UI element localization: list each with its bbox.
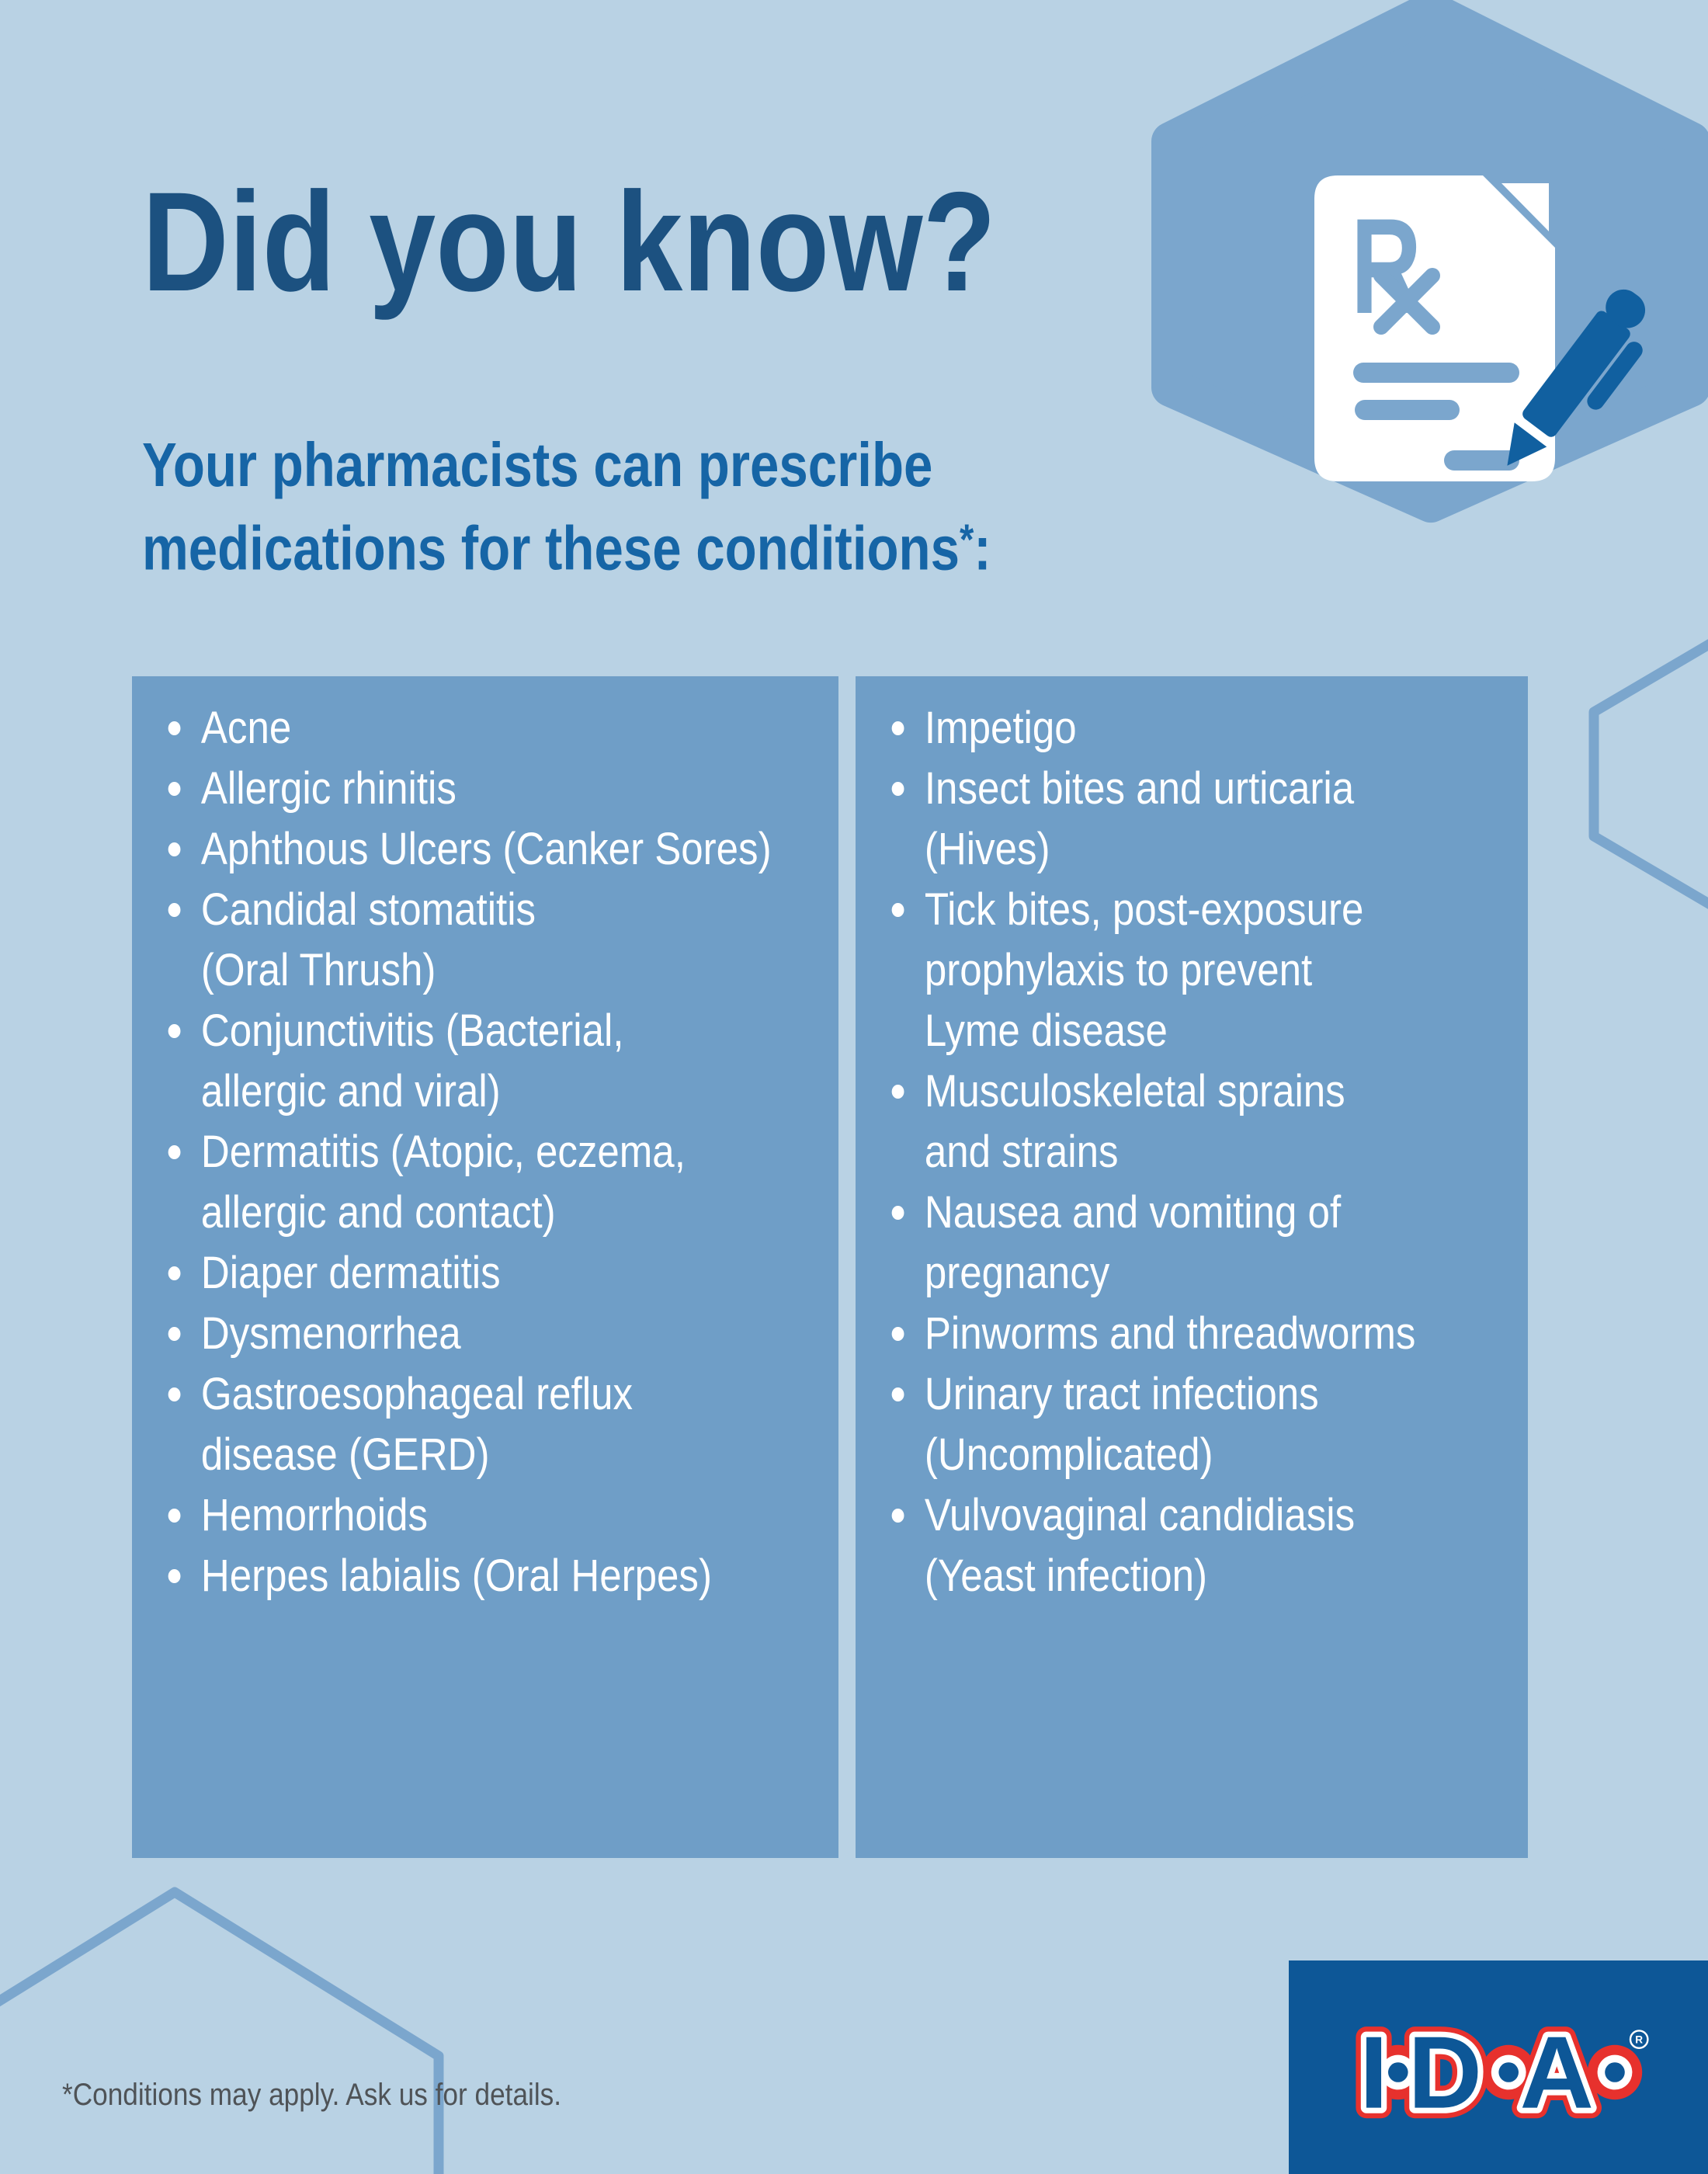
condition-list-item: Candidal stomatitis (Oral Thrush) — [132, 880, 838, 1001]
bullet-icon — [891, 1085, 904, 1099]
condition-list-item: Impetigo — [856, 698, 1528, 759]
bullet-icon — [168, 1387, 181, 1401]
condition-text: Dermatitis (Atopic, eczema, allergic and… — [200, 1127, 686, 1238]
condition-text: Insect bites and urticaria (Hives) — [924, 763, 1355, 874]
document-text-lines — [1353, 363, 1519, 471]
pen-icon — [1507, 289, 1646, 466]
condition-list-item: Allergic rhinitis — [132, 759, 838, 819]
page-title: Did you know? — [142, 162, 997, 321]
svg-text:D: D — [1408, 2016, 1482, 2130]
svg-text:R: R — [1635, 2033, 1643, 2045]
subtitle-line1: Your pharmacists can prescribe — [142, 430, 933, 499]
folded-corner-icon — [1501, 183, 1549, 231]
condition-text: Vulvovaginal candidiasis (Yeast infectio… — [924, 1490, 1356, 1601]
condition-text: Diaper dermatitis — [200, 1248, 501, 1298]
subtitle-asterisk: * — [959, 515, 974, 564]
bullet-icon — [168, 1266, 181, 1280]
bullet-icon — [891, 721, 904, 735]
hexagon-outline-bottom-left-decoration — [0, 1887, 444, 2174]
bullet-icon — [168, 1509, 181, 1523]
condition-list-item: Musculoskeletal sprains and strains — [856, 1061, 1528, 1183]
condition-list-item: Aphthous Ulcers (Canker Sores) — [132, 819, 838, 880]
condition-text: Herpes labialis (Oral Herpes) — [200, 1551, 712, 1601]
condition-text: Aphthous Ulcers (Canker Sores) — [200, 824, 772, 874]
svg-text:A: A — [1520, 2016, 1594, 2130]
condition-text: Pinworms and threadworms — [924, 1308, 1416, 1359]
bullet-icon — [168, 1569, 181, 1583]
bullet-icon — [168, 721, 181, 735]
condition-list-item: Dermatitis (Atopic, eczema, allergic and… — [132, 1122, 838, 1243]
registered-trademark-icon: R — [1629, 2030, 1649, 2049]
bullet-icon — [891, 1387, 904, 1401]
condition-list-item: Nausea and vomiting of pregnancy — [856, 1183, 1528, 1304]
bullet-icon — [891, 903, 904, 917]
bullet-icon — [168, 1145, 181, 1159]
svg-text:A: A — [1520, 2016, 1594, 2130]
prescription-document-icon: R — [1314, 175, 1555, 481]
condition-text: Impetigo — [924, 703, 1077, 753]
conditions-panel-left: Acne Allergic rhinitis Aphthous Ulcers (… — [132, 676, 838, 1858]
condition-text: Nausea and vomiting of pregnancy — [924, 1187, 1342, 1298]
conditions-panel-right: Impetigo Insect bites and urticaria (Hiv… — [856, 676, 1528, 1858]
condition-list-item: Vulvovaginal candidiasis (Yeast infectio… — [856, 1485, 1528, 1606]
condition-list-item: Conjunctivitis (Bacterial, allergic and … — [132, 1001, 838, 1122]
svg-text:D: D — [1408, 2016, 1482, 2130]
bullet-icon — [891, 782, 904, 796]
condition-text: Allergic rhinitis — [200, 763, 457, 814]
condition-text: Dysmenorrhea — [200, 1308, 461, 1359]
condition-text: Acne — [200, 703, 292, 753]
page-subtitle: Your pharmacists can prescribe medication… — [142, 428, 991, 586]
condition-list-item: Urinary tract infections (Uncomplicated) — [856, 1364, 1528, 1485]
condition-list-item: Herpes labialis (Oral Herpes) — [132, 1546, 838, 1606]
condition-text: Hemorrhoids — [200, 1490, 429, 1540]
conditions-list-left: Acne Allergic rhinitis Aphthous Ulcers (… — [132, 698, 838, 1606]
condition-text: Musculoskeletal sprains and strains — [924, 1066, 1345, 1177]
condition-list-item: Gastroesophageal reflux disease (GERD) — [132, 1364, 838, 1485]
condition-list-item: Dysmenorrhea — [132, 1304, 838, 1364]
condition-text: Urinary tract infections (Uncomplicated) — [924, 1369, 1319, 1480]
condition-list-item: Insect bites and urticaria (Hives) — [856, 759, 1528, 880]
condition-text: Conjunctivitis (Bacterial, allergic and … — [200, 1005, 624, 1117]
bullet-icon — [891, 1206, 904, 1220]
condition-list-item: Tick bites, post-exposure prophylaxis to… — [856, 880, 1528, 1061]
ida-logo-box: I D A I D A I D A — [1289, 1960, 1708, 2174]
condition-text: Gastroesophageal reflux disease (GERD) — [200, 1369, 633, 1480]
subtitle-line2: medications for these conditions — [142, 513, 960, 583]
bullet-icon — [168, 842, 181, 856]
rx-cross-icon — [1373, 268, 1440, 335]
svg-text:I: I — [1359, 2016, 1388, 2130]
subtitle-colon: : — [974, 513, 991, 583]
bullet-icon — [891, 1509, 904, 1523]
bullet-icon — [168, 903, 181, 917]
hexagon-outline-right-decoration — [1588, 639, 1708, 909]
condition-text: Candidal stomatitis (Oral Thrush) — [200, 884, 536, 995]
footnote: *Conditions may apply. Ask us for detail… — [62, 2078, 562, 2112]
condition-list-item: Pinworms and threadworms — [856, 1304, 1528, 1364]
conditions-list-right: Impetigo Insect bites and urticaria (Hiv… — [856, 698, 1528, 1606]
condition-list-item: Diaper dermatitis — [132, 1243, 838, 1304]
ida-logo: I D A I D A I D A — [1351, 2013, 1649, 2131]
bullet-icon — [891, 1327, 904, 1341]
bullet-icon — [168, 782, 181, 796]
bullet-icon — [168, 1327, 181, 1341]
condition-text: Tick bites, post-exposure prophylaxis to… — [924, 884, 1364, 1056]
condition-list-item: Acne — [132, 698, 838, 759]
condition-list-item: Hemorrhoids — [132, 1485, 838, 1546]
bullet-icon — [168, 1024, 181, 1038]
